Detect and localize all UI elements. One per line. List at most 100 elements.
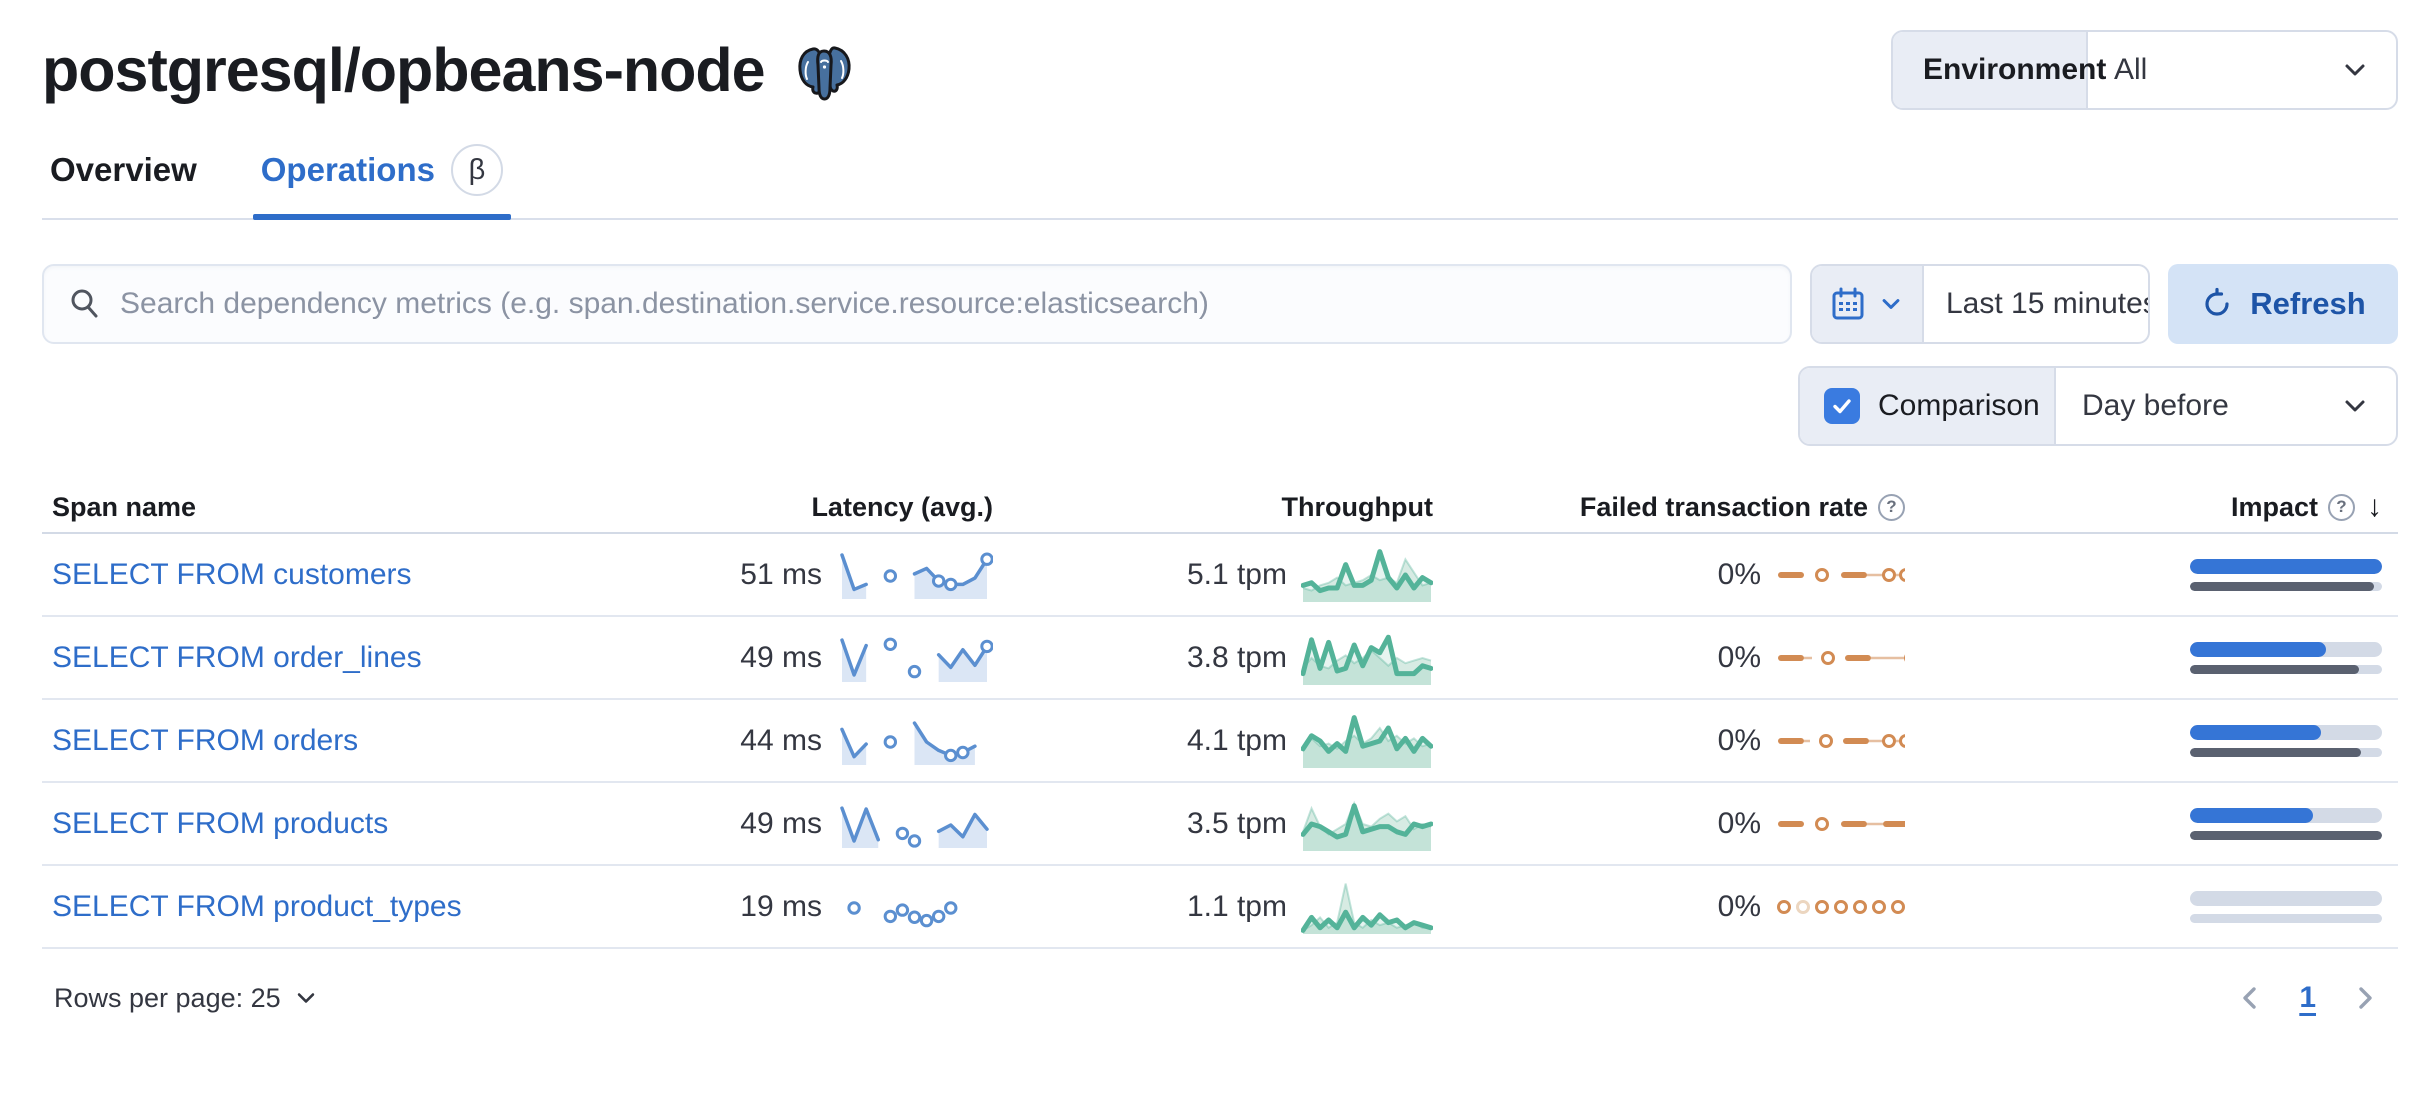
- refresh-button[interactable]: Refresh: [2168, 264, 2398, 344]
- page-number-1[interactable]: 1: [2299, 981, 2316, 1014]
- impact-bars: [2190, 890, 2382, 923]
- calendar-icon: [1832, 287, 1864, 320]
- failed-rate-value: 0%: [1717, 557, 1761, 591]
- comparison-label: Comparison: [1878, 389, 2040, 422]
- throughput-value: 1.1 tpm: [1186, 889, 1287, 923]
- impact-bars: [2190, 807, 2382, 840]
- latency-value: 44 ms: [740, 723, 822, 757]
- failed-rate-sparkline: [1778, 733, 1905, 748]
- latency-value: 19 ms: [740, 889, 822, 923]
- impact-current-bar: [2190, 641, 2327, 657]
- impact-previous-bar: [2190, 581, 2375, 591]
- throughput-value: 3.8 tpm: [1186, 640, 1287, 674]
- failed-rate-sparkline: [1778, 650, 1905, 665]
- latency-value: 51 ms: [740, 557, 822, 591]
- comparison-row: Comparison Day before: [42, 366, 2398, 446]
- throughput-sparkline: [1301, 800, 1433, 851]
- chevron-right-icon[interactable]: [2350, 983, 2380, 1013]
- date-picker: Last 15 minutes: [1810, 264, 2150, 344]
- refresh-icon: [2205, 287, 2229, 316]
- tab-overview[interactable]: Overview: [50, 151, 197, 188]
- throughput-sparkline: [1301, 714, 1433, 768]
- impact-bars: [2190, 641, 2382, 674]
- check-icon: [1833, 399, 1851, 414]
- table-row: SELECT FROM orders 44 ms 4.1 tpm 0%: [42, 700, 2398, 783]
- column-header-impact[interactable]: Impact ? ↓: [2230, 490, 2382, 523]
- search-input[interactable]: [120, 287, 1766, 321]
- failed-rate-value: 0%: [1717, 723, 1761, 757]
- chevron-down-icon: [2345, 400, 2365, 412]
- impact-previous-bar: [2190, 830, 2382, 840]
- sort-desc-icon: ↓: [2367, 490, 2382, 523]
- page-title: postgresql/opbeans-node: [42, 36, 766, 104]
- throughput-sparkline: [1301, 634, 1433, 685]
- search-box: [42, 264, 1792, 344]
- table-footer: Rows per page: 25 1: [42, 981, 2398, 1015]
- failed-rate-value: 0%: [1717, 640, 1761, 674]
- impact-previous-bar: [2190, 747, 2361, 757]
- beta-badge: β: [450, 144, 503, 196]
- table-row: SELECT FROM order_lines 49 ms 3.8 tpm 0%: [42, 617, 2398, 700]
- comparison-checkbox[interactable]: [1824, 388, 1860, 424]
- table-row: SELECT FROM products 49 ms 3.5 tpm 0%: [42, 783, 2398, 866]
- table-row: SELECT FROM customers 51 ms 5.1 tpm 0%: [42, 534, 2398, 617]
- comparison-select[interactable]: Day before: [2056, 368, 2396, 444]
- chevron-down-icon: [297, 993, 314, 1003]
- latency-value: 49 ms: [740, 640, 822, 674]
- impact-current-bar: [2190, 807, 2313, 823]
- tab-operations[interactable]: Operations β: [252, 144, 512, 220]
- span-name-link[interactable]: SELECT FROM orders: [52, 723, 359, 757]
- chevron-left-icon[interactable]: [2235, 983, 2265, 1013]
- throughput-sparkline: [1301, 882, 1433, 934]
- environment-select[interactable]: Environment All: [1891, 30, 2398, 110]
- postgresql-logo-icon: [797, 46, 851, 101]
- throughput-value: 4.1 tpm: [1186, 723, 1287, 757]
- failed-rate-value: 0%: [1717, 889, 1761, 923]
- failed-rate-value: 0%: [1717, 806, 1761, 840]
- latency-sparkline: [840, 805, 989, 848]
- span-name-link[interactable]: SELECT FROM products: [52, 806, 389, 840]
- column-header-latency[interactable]: Latency (avg.): [811, 491, 993, 522]
- environment-label: Environment: [1893, 32, 2106, 108]
- latency-sparkline: [840, 720, 977, 765]
- comparison-control: Comparison Day before: [1798, 366, 2398, 446]
- failed-rate-sparkline: [1778, 567, 1905, 582]
- question-icon: ?: [1878, 493, 1905, 521]
- table-row: SELECT FROM product_types 19 ms 1.1 tpm …: [42, 866, 2398, 949]
- column-header-span-name: Span name: [52, 491, 197, 522]
- table-body: SELECT FROM customers 51 ms 5.1 tpm 0% S…: [42, 534, 2398, 949]
- chevron-down-icon: [2345, 64, 2365, 76]
- failed-rate-sparkline: [1778, 816, 1905, 831]
- throughput-value: 5.1 tpm: [1186, 557, 1287, 591]
- latency-sparkline: [840, 552, 993, 599]
- page-header: postgresql/opbeans-node Environment All: [42, 30, 2398, 110]
- impact-current-bar: [2190, 558, 2382, 574]
- latency-sparkline: [840, 637, 993, 682]
- column-header-failed-rate[interactable]: Failed transaction rate ?: [1433, 492, 1905, 523]
- date-picker-menu-button[interactable]: [1812, 266, 1924, 342]
- operations-table: Span name Latency (avg.) Throughput Fail…: [42, 482, 2398, 949]
- span-name-link[interactable]: SELECT FROM customers: [52, 557, 412, 591]
- span-name-link[interactable]: SELECT FROM product_types: [52, 889, 462, 923]
- impact-previous-bar: [2190, 664, 2359, 674]
- impact-bars: [2190, 724, 2382, 757]
- impact-bars: [2190, 558, 2382, 591]
- column-header-throughput[interactable]: Throughput: [1281, 491, 1433, 522]
- latency-sparkline: [847, 900, 958, 927]
- span-name-link[interactable]: SELECT FROM order_lines: [52, 640, 422, 674]
- question-icon: ?: [2328, 493, 2355, 521]
- controls-row: Last 15 minutes Refresh: [42, 264, 2398, 344]
- pagination: 1: [2235, 981, 2398, 1015]
- throughput-value: 3.5 tpm: [1186, 806, 1287, 840]
- throughput-sparkline: [1301, 548, 1433, 602]
- rows-per-page-button[interactable]: Rows per page: 25: [54, 983, 319, 1014]
- environment-value[interactable]: All: [2088, 32, 2396, 108]
- impact-current-bar: [2190, 724, 2321, 740]
- failed-rate-sparkline: [1777, 899, 1905, 914]
- chevron-down-icon: [1882, 299, 1900, 309]
- table-header: Span name Latency (avg.) Throughput Fail…: [42, 482, 2398, 534]
- tabs: Overview Operations β: [42, 144, 2398, 220]
- latency-value: 49 ms: [740, 806, 822, 840]
- time-range-value[interactable]: Last 15 minutes: [1946, 287, 2150, 320]
